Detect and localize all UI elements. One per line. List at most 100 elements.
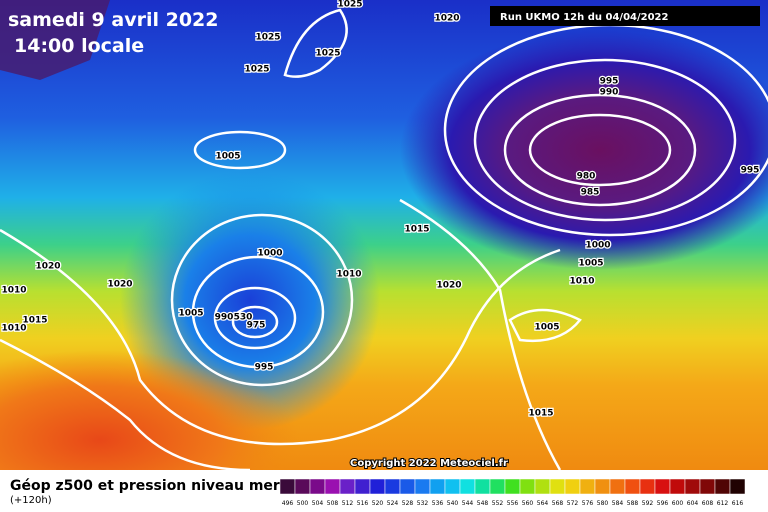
- scale-swatch: [609, 478, 626, 495]
- scale-label: 592: [642, 500, 654, 507]
- isobar-label: 1005: [534, 323, 559, 333]
- run-box: [490, 6, 760, 26]
- scale-swatch: [579, 478, 596, 495]
- isobar-label: 1005: [215, 152, 240, 162]
- scale-label: 512: [342, 500, 354, 507]
- isobar-label: 530: [234, 313, 253, 323]
- isobars: [0, 8, 768, 472]
- isobar-label: 975: [247, 321, 266, 331]
- scale-label: 524: [387, 500, 399, 507]
- scale-label: 496: [282, 500, 294, 507]
- scale-swatch: [384, 478, 401, 495]
- scale-label: 544: [462, 500, 474, 507]
- isobar-label: 1015: [22, 316, 47, 326]
- isobar-label: 1020: [436, 281, 461, 291]
- scale-swatch: [324, 478, 341, 495]
- scale-label: 508: [327, 500, 339, 507]
- isobar-label: 990: [215, 313, 234, 323]
- scale-swatch: [594, 478, 611, 495]
- scale-swatch: [339, 478, 356, 495]
- scale-swatch: [399, 478, 416, 495]
- forecast-lead: (+120h): [10, 495, 52, 506]
- scale-swatch: [474, 478, 491, 495]
- isobar-label: 980: [577, 172, 596, 182]
- isobar-label: 1010: [1, 324, 26, 334]
- isobar-label: 1015: [404, 225, 429, 235]
- scale-label: 584: [612, 500, 624, 507]
- scale-label: 548: [477, 500, 489, 507]
- scale-swatch: [309, 478, 326, 495]
- isobar-labels: 1025102010251025102599599010059809859951…: [0, 0, 760, 420]
- map-date: samedi 9 avril 2022: [8, 9, 218, 31]
- scale-label: 528: [402, 500, 414, 507]
- scale-swatch: [429, 478, 446, 495]
- isobar-label: 1025: [337, 0, 362, 10]
- isobar-label: 1025: [255, 33, 280, 43]
- scale-label: 604: [687, 500, 699, 507]
- copyright: Copyright 2022 Meteociel.fr: [350, 458, 508, 469]
- isobar-label: 1020: [107, 280, 132, 290]
- scale-swatch: [624, 478, 641, 495]
- scale-swatch: [279, 478, 296, 495]
- scale-label: 556: [507, 500, 519, 507]
- isobar-label: 1025: [244, 65, 269, 75]
- isobar-label: 1020: [35, 262, 60, 272]
- scale-swatch: [459, 478, 476, 495]
- scale-label: 540: [447, 500, 459, 507]
- isobar-label: 1020: [434, 14, 459, 24]
- isobar-label: 1010: [336, 270, 361, 280]
- scale-swatch: [519, 478, 536, 495]
- scale-label: 568: [552, 500, 564, 507]
- scale-swatch: [444, 478, 461, 495]
- scale-label: 520: [372, 500, 384, 507]
- map-time: 14:00 locale: [14, 35, 144, 57]
- scale-swatch: [669, 478, 686, 495]
- scale-label: 552: [492, 500, 504, 507]
- isobar-label: 1010: [569, 277, 594, 287]
- scale-swatch: [354, 478, 371, 495]
- scale-swatch: [729, 478, 746, 495]
- scale-swatch: [654, 478, 671, 495]
- field-title: Géop z500 et pression niveau mer: [10, 478, 280, 494]
- isobar-label: 985: [581, 188, 600, 198]
- scale-label: 580: [597, 500, 609, 507]
- scale-label: 608: [702, 500, 714, 507]
- scale-swatch: [714, 478, 731, 495]
- scale-swatch: [564, 478, 581, 495]
- scale-swatch: [504, 478, 521, 495]
- cold-area: [0, 0, 110, 80]
- scale-label: 516: [357, 500, 369, 507]
- scale-label: 560: [522, 500, 534, 507]
- run-info: Run UKMO 12h du 04/04/2022: [500, 12, 669, 23]
- scale-swatch: [534, 478, 551, 495]
- isobar-label: 995: [255, 363, 274, 373]
- isobar-label: 1005: [178, 309, 203, 319]
- scale-swatch: [414, 478, 431, 495]
- scale-label: 616: [732, 500, 744, 507]
- scale-label: 504: [312, 500, 324, 507]
- isobar-label: 1010: [1, 286, 26, 296]
- isobar-label: 1000: [257, 249, 282, 259]
- scale-label: 500: [297, 500, 309, 507]
- scale-swatch: [489, 478, 506, 495]
- scale-swatch: [684, 478, 701, 495]
- scale-label: 600: [672, 500, 684, 507]
- scale-swatch: [549, 478, 566, 495]
- isobar-label: 995: [600, 77, 619, 87]
- color-scale: 496 500 504 508 512 516 520 524 528 532 536 540 544 5…: [279, 478, 746, 507]
- scale-label: 576: [582, 500, 594, 507]
- isobar-label: 1005: [578, 259, 603, 269]
- scale-label: 588: [627, 500, 639, 507]
- scale-swatch: [369, 478, 386, 495]
- scale-label: 596: [657, 500, 669, 507]
- scale-label: 532: [417, 500, 429, 507]
- scale-swatch: [699, 478, 716, 495]
- scale-label: 536: [432, 500, 444, 507]
- isobar-label: 1015: [528, 409, 553, 419]
- isobar-label: 1000: [585, 241, 610, 251]
- isobar-label: 990: [600, 88, 619, 98]
- scale-label: 572: [567, 500, 579, 507]
- scale-swatch: [294, 478, 311, 495]
